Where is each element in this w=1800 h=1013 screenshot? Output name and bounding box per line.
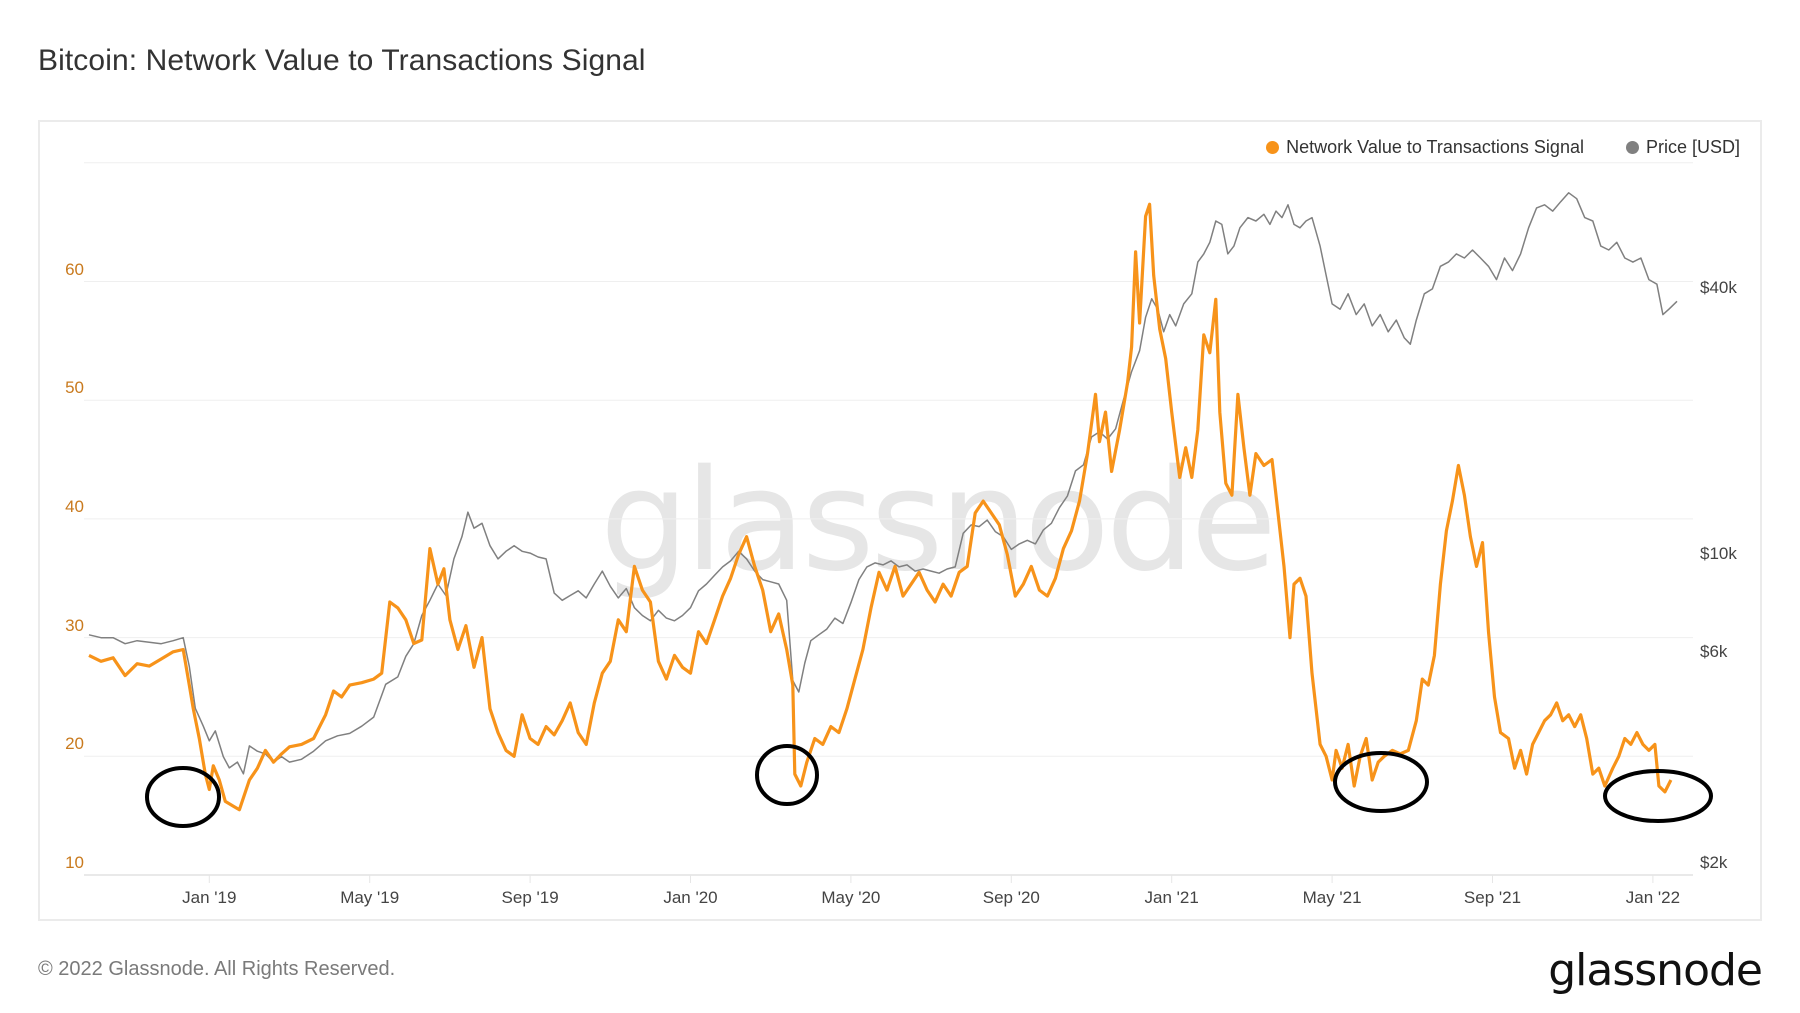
- y-right-tick-label: $40k: [1700, 277, 1737, 297]
- x-axis-ticks: [208, 875, 1654, 883]
- y-right-tick-label: $6k: [1700, 642, 1728, 662]
- x-tick-label: May '21: [1302, 888, 1362, 907]
- legend-item-nvts[interactable]: Network Value to Transactions Signal: [1266, 137, 1584, 158]
- y-left-tick-label: 10: [65, 853, 84, 872]
- x-tick-label: Sep '19: [501, 888, 559, 907]
- legend-label-price: Price [USD]: [1645, 137, 1740, 157]
- x-tick-label: Jan '19: [182, 888, 237, 907]
- price-series-line: [88, 192, 1678, 775]
- x-tick-label: Sep '21: [1463, 888, 1522, 907]
- annotation-ellipse: [145, 766, 221, 828]
- glassnode-logo: glassnode: [1548, 945, 1763, 996]
- x-tick-label: May '20: [821, 888, 881, 907]
- chart-legend: Network Value to Transactions Signal Pri…: [1266, 137, 1740, 158]
- x-tick-label: Jan '20: [663, 888, 718, 907]
- y-left-tick-label: 50: [65, 378, 84, 398]
- price-legend-dot-icon: [1625, 141, 1639, 154]
- y-right-tick-label: $2k: [1700, 853, 1728, 872]
- x-tick-label: Jan '21: [1144, 888, 1199, 907]
- copyright-footer: © 2022 Glassnode. All Rights Reserved.: [38, 958, 396, 980]
- y-left-tick-label: 60: [65, 259, 84, 279]
- annotation-circles: [145, 744, 1713, 828]
- annotation-ellipse: [1333, 751, 1429, 813]
- chart-title: Bitcoin: Network Value to Transactions S…: [38, 44, 646, 77]
- legend-item-price[interactable]: Price [USD]: [1625, 137, 1740, 158]
- y-right-tick-label: $10k: [1700, 544, 1737, 564]
- y-left-tick-label: 40: [65, 496, 84, 516]
- annotation-ellipse: [755, 744, 819, 806]
- y-left-tick-label: 30: [65, 615, 84, 635]
- chart-frame: [38, 120, 1762, 921]
- nvts-legend-dot-icon: [1266, 141, 1280, 154]
- x-tick-label: Jan '22: [1625, 888, 1681, 907]
- x-tick-label: May '19: [340, 888, 400, 907]
- annotation-ellipse: [1603, 769, 1713, 823]
- x-tick-label: Sep '20: [982, 888, 1040, 907]
- legend-label-nvts: Network Value to Transactions Signal: [1286, 137, 1584, 157]
- gridlines: [84, 162, 1693, 876]
- nvts-series-line: [88, 202, 1673, 812]
- y-left-tick-label: 20: [65, 734, 84, 754]
